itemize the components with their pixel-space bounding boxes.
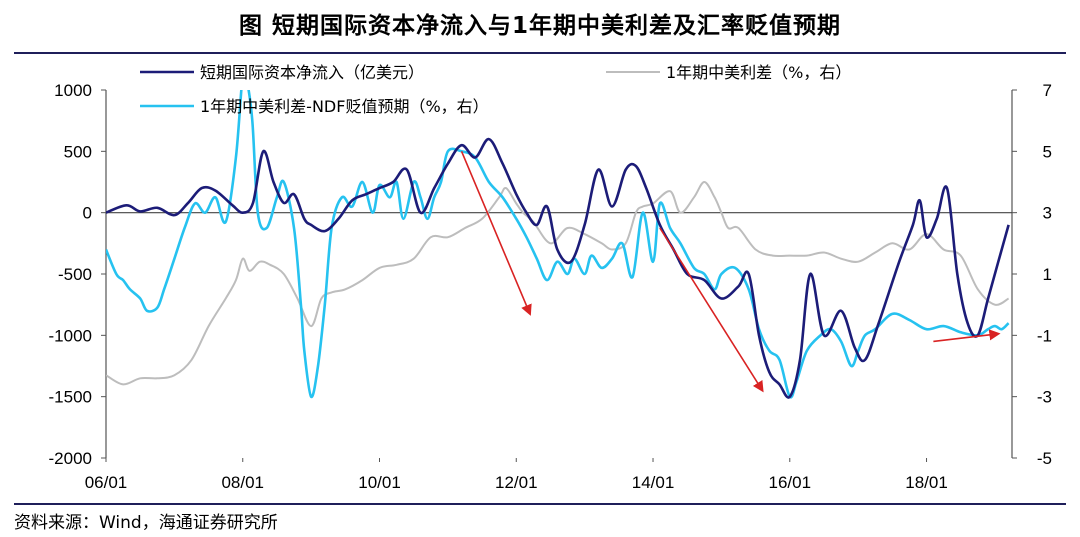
x-tick-label: 10/01 bbox=[358, 473, 401, 492]
x-tick-label: 06/01 bbox=[85, 473, 128, 492]
right-tick-label: 5 bbox=[1043, 142, 1052, 161]
right-tick-label: 3 bbox=[1043, 204, 1052, 223]
legend: 短期国际资本净流入（亿美元） 1年期中美利差（%，右） 1年期中美利差-NDF贬值预… bbox=[140, 63, 851, 116]
x-tick-label: 14/01 bbox=[632, 473, 675, 492]
left-tick-label: -2000 bbox=[49, 449, 92, 468]
annotation-arrow bbox=[659, 227, 764, 393]
title-rule bbox=[14, 52, 1066, 54]
chart-title: 图 短期国际资本净流入与1年期中美利差及汇率贬值预期 bbox=[238, 13, 841, 39]
annotation-arrow bbox=[460, 151, 532, 316]
x-tick-label: 12/01 bbox=[495, 473, 538, 492]
right-tick-label: 1 bbox=[1043, 265, 1052, 284]
right-tick-label: -1 bbox=[1037, 326, 1052, 345]
spread-ndf-line bbox=[106, 90, 1010, 399]
right-tick-label: -3 bbox=[1037, 388, 1052, 407]
annotation-arrow bbox=[933, 329, 1001, 343]
right-tick-label: 7 bbox=[1043, 81, 1052, 100]
left-tick-label: -500 bbox=[58, 265, 92, 284]
x-tick-label: 16/01 bbox=[769, 473, 812, 492]
legend-rate-spread-label: 1年期中美利差（%，右） bbox=[666, 63, 851, 82]
capital-flow-line bbox=[106, 137, 1010, 399]
left-tick-label: 500 bbox=[64, 142, 92, 161]
legend-spread-ndf-label: 1年期中美利差-NDF贬值预期（%，右） bbox=[200, 97, 489, 116]
left-tick-label: -1000 bbox=[49, 326, 92, 345]
left-tick-label: -1500 bbox=[49, 388, 92, 407]
left-tick-label: 0 bbox=[83, 204, 92, 223]
annotation-arrows bbox=[460, 151, 1001, 393]
right-tick-label: -5 bbox=[1037, 449, 1052, 468]
title-bar: 图 短期国际资本净流入与1年期中美利差及汇率贬值预期 bbox=[0, 0, 1080, 52]
source-note: 资料来源：Wind，海通证券研究所 bbox=[14, 513, 278, 533]
series-group bbox=[106, 90, 1010, 399]
axes: 1000 500 0 -500 -1000 -1500 -2000 7 5 3 1 -1 -3 -5 06/… bbox=[49, 81, 1052, 492]
rate-spread-line bbox=[106, 181, 1010, 386]
bottom-rule bbox=[14, 503, 1066, 505]
left-tick-label: 1000 bbox=[54, 81, 92, 100]
x-tick-label: 08/01 bbox=[221, 473, 264, 492]
legend-capital-flow-label: 短期国际资本净流入（亿美元） bbox=[200, 63, 424, 82]
x-tick-label: 18/01 bbox=[905, 473, 948, 492]
